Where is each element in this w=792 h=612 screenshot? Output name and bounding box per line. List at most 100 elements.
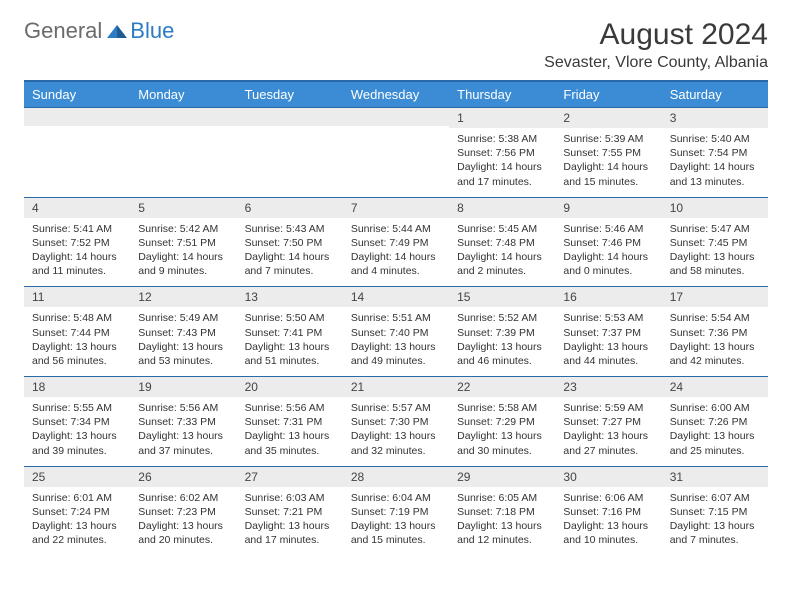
daylight-text: Daylight: 14 hours and 11 minutes. (32, 250, 122, 278)
day-detail: Sunrise: 5:39 AMSunset: 7:55 PMDaylight:… (555, 128, 661, 197)
day-number: 18 (24, 377, 130, 397)
month-title: August 2024 (544, 18, 768, 52)
day-number: 30 (555, 467, 661, 487)
sunrise-text: Sunrise: 5:50 AM (245, 311, 335, 325)
calendar-day-cell: 14Sunrise: 5:51 AMSunset: 7:40 PMDayligh… (343, 287, 449, 377)
sunrise-text: Sunrise: 5:55 AM (32, 401, 122, 415)
calendar-table: SundayMondayTuesdayWednesdayThursdayFrid… (24, 80, 768, 555)
day-detail: Sunrise: 5:56 AMSunset: 7:33 PMDaylight:… (130, 397, 236, 466)
day-detail: Sunrise: 5:58 AMSunset: 7:29 PMDaylight:… (449, 397, 555, 466)
day-number: 17 (662, 287, 768, 307)
daylight-text: Daylight: 13 hours and 51 minutes. (245, 340, 335, 368)
day-number (130, 108, 236, 126)
day-number: 8 (449, 198, 555, 218)
sunrise-text: Sunrise: 5:43 AM (245, 222, 335, 236)
day-detail: Sunrise: 6:04 AMSunset: 7:19 PMDaylight:… (343, 487, 449, 556)
day-detail: Sunrise: 5:40 AMSunset: 7:54 PMDaylight:… (662, 128, 768, 197)
day-detail (24, 126, 130, 186)
sunset-text: Sunset: 7:23 PM (138, 505, 228, 519)
sunrise-text: Sunrise: 5:49 AM (138, 311, 228, 325)
weekday-header: Tuesday (237, 81, 343, 108)
calendar-day-cell: 19Sunrise: 5:56 AMSunset: 7:33 PMDayligh… (130, 377, 236, 467)
daylight-text: Daylight: 13 hours and 27 minutes. (563, 429, 653, 457)
day-number: 19 (130, 377, 236, 397)
day-detail: Sunrise: 5:53 AMSunset: 7:37 PMDaylight:… (555, 307, 661, 376)
sunset-text: Sunset: 7:44 PM (32, 326, 122, 340)
day-number: 29 (449, 467, 555, 487)
day-detail (130, 126, 236, 186)
sunset-text: Sunset: 7:56 PM (457, 146, 547, 160)
logo-text-general: General (24, 18, 102, 44)
sunrise-text: Sunrise: 5:42 AM (138, 222, 228, 236)
sunrise-text: Sunrise: 5:58 AM (457, 401, 547, 415)
sunset-text: Sunset: 7:18 PM (457, 505, 547, 519)
sunrise-text: Sunrise: 6:05 AM (457, 491, 547, 505)
day-detail (343, 126, 449, 186)
sunset-text: Sunset: 7:36 PM (670, 326, 760, 340)
day-number: 14 (343, 287, 449, 307)
calendar-day-cell: 9Sunrise: 5:46 AMSunset: 7:46 PMDaylight… (555, 197, 661, 287)
sunrise-text: Sunrise: 5:57 AM (351, 401, 441, 415)
sunrise-text: Sunrise: 5:40 AM (670, 132, 760, 146)
daylight-text: Daylight: 13 hours and 17 minutes. (245, 519, 335, 547)
calendar-day-cell (343, 108, 449, 198)
sunset-text: Sunset: 7:27 PM (563, 415, 653, 429)
day-number: 16 (555, 287, 661, 307)
logo: General Blue (24, 18, 174, 44)
location-text: Sevaster, Vlore County, Albania (544, 54, 768, 72)
weekday-header: Monday (130, 81, 236, 108)
daylight-text: Daylight: 14 hours and 15 minutes. (563, 160, 653, 188)
calendar-day-cell: 10Sunrise: 5:47 AMSunset: 7:45 PMDayligh… (662, 197, 768, 287)
daylight-text: Daylight: 14 hours and 7 minutes. (245, 250, 335, 278)
day-number: 12 (130, 287, 236, 307)
sunrise-text: Sunrise: 5:59 AM (563, 401, 653, 415)
header: General Blue August 2024 Sevaster, Vlore… (24, 18, 768, 72)
daylight-text: Daylight: 14 hours and 0 minutes. (563, 250, 653, 278)
daylight-text: Daylight: 14 hours and 13 minutes. (670, 160, 760, 188)
day-number: 3 (662, 108, 768, 128)
day-number: 15 (449, 287, 555, 307)
day-detail: Sunrise: 5:49 AMSunset: 7:43 PMDaylight:… (130, 307, 236, 376)
calendar-day-cell (237, 108, 343, 198)
day-number: 5 (130, 198, 236, 218)
day-number: 23 (555, 377, 661, 397)
calendar-day-cell: 11Sunrise: 5:48 AMSunset: 7:44 PMDayligh… (24, 287, 130, 377)
day-detail: Sunrise: 5:50 AMSunset: 7:41 PMDaylight:… (237, 307, 343, 376)
day-detail: Sunrise: 5:46 AMSunset: 7:46 PMDaylight:… (555, 218, 661, 287)
weekday-header: Friday (555, 81, 661, 108)
sunrise-text: Sunrise: 6:07 AM (670, 491, 760, 505)
day-detail: Sunrise: 6:00 AMSunset: 7:26 PMDaylight:… (662, 397, 768, 466)
sunset-text: Sunset: 7:45 PM (670, 236, 760, 250)
calendar-body: 1Sunrise: 5:38 AMSunset: 7:56 PMDaylight… (24, 108, 768, 556)
calendar-day-cell: 23 Sunrise: 5:59 AMSunset: 7:27 PMDayligh… (555, 377, 661, 467)
calendar-day-cell: 17Sunrise: 5:54 AMSunset: 7:36 PMDayligh… (662, 287, 768, 377)
triangle-icon (106, 22, 128, 40)
calendar-head: SundayMondayTuesdayWednesdayThursdayFrid… (24, 81, 768, 108)
sunrise-text: Sunrise: 5:38 AM (457, 132, 547, 146)
calendar-day-cell: 29Sunrise: 6:05 AMSunset: 7:18 PMDayligh… (449, 466, 555, 555)
daylight-text: Daylight: 13 hours and 7 minutes. (670, 519, 760, 547)
day-detail: Sunrise: 5:54 AMSunset: 7:36 PMDaylight:… (662, 307, 768, 376)
calendar-day-cell: 31Sunrise: 6:07 AMSunset: 7:15 PMDayligh… (662, 466, 768, 555)
sunrise-text: Sunrise: 5:45 AM (457, 222, 547, 236)
day-number: 9 (555, 198, 661, 218)
sunrise-text: Sunrise: 5:53 AM (563, 311, 653, 325)
daylight-text: Daylight: 14 hours and 9 minutes. (138, 250, 228, 278)
calendar-week-row: 25Sunrise: 6:01 AMSunset: 7:24 PMDayligh… (24, 466, 768, 555)
calendar-day-cell: 21Sunrise: 5:57 AMSunset: 7:30 PMDayligh… (343, 377, 449, 467)
day-number: 11 (24, 287, 130, 307)
weekday-row: SundayMondayTuesdayWednesdayThursdayFrid… (24, 81, 768, 108)
sunset-text: Sunset: 7:29 PM (457, 415, 547, 429)
calendar-day-cell: 20Sunrise: 5:56 AMSunset: 7:31 PMDayligh… (237, 377, 343, 467)
calendar-week-row: 18Sunrise: 5:55 AMSunset: 7:34 PMDayligh… (24, 377, 768, 467)
sunset-text: Sunset: 7:41 PM (245, 326, 335, 340)
sunset-text: Sunset: 7:33 PM (138, 415, 228, 429)
daylight-text: Daylight: 13 hours and 49 minutes. (351, 340, 441, 368)
sunrise-text: Sunrise: 6:01 AM (32, 491, 122, 505)
weekday-header: Wednesday (343, 81, 449, 108)
calendar-day-cell: 30Sunrise: 6:06 AMSunset: 7:16 PMDayligh… (555, 466, 661, 555)
day-number: 27 (237, 467, 343, 487)
day-number: 10 (662, 198, 768, 218)
sunrise-text: Sunrise: 6:02 AM (138, 491, 228, 505)
sunset-text: Sunset: 7:49 PM (351, 236, 441, 250)
